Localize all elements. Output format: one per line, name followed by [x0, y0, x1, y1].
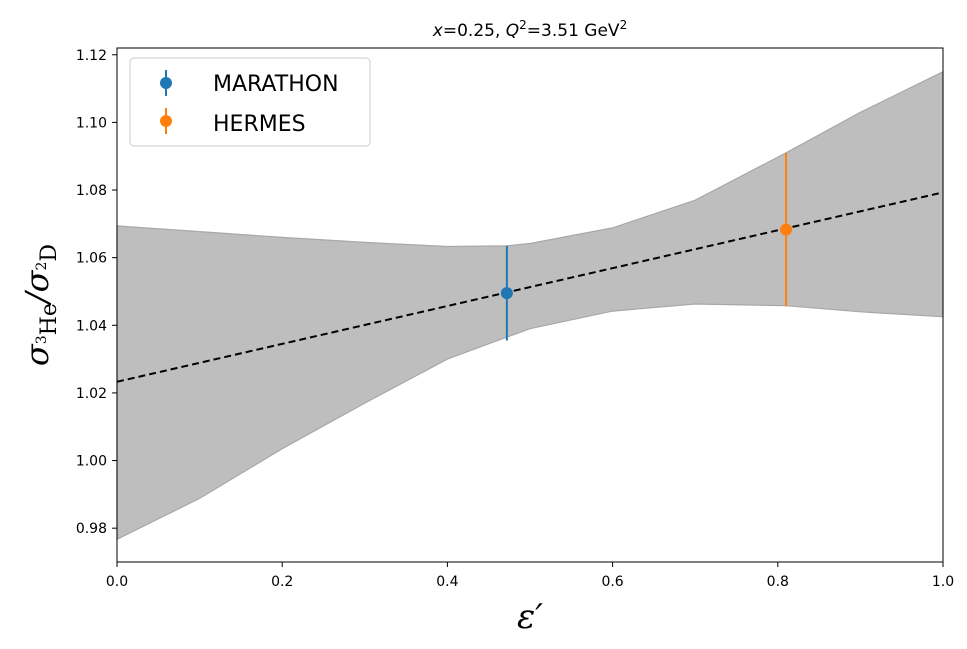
y-label-sup1: 3	[34, 335, 50, 344]
legend: MARATHON HERMES	[129, 57, 371, 147]
legend-entry-marathon: MARATHON	[160, 70, 339, 97]
y-tick-label: 1.04	[76, 318, 107, 334]
y-label-slash-sigma: /σ	[18, 269, 56, 306]
legend-label-hermes: HERMES	[213, 112, 306, 137]
y-label-sub1: He	[37, 303, 62, 335]
fit-line	[116, 191, 944, 383]
plot-frame	[116, 47, 944, 563]
legend-label-marathon: MARATHON	[213, 72, 339, 97]
title-q-var: Q	[506, 21, 519, 41]
x-axis-label: ε′	[517, 597, 543, 637]
title-unit-sup: 2	[620, 18, 628, 32]
y-tick-label: 1.06	[76, 251, 107, 267]
x-tick-label: 0.0	[106, 574, 128, 590]
title-x-eq: =0.25,	[443, 21, 506, 41]
x-axis-ticks: 0.0 0.2 0.4 0.6 0.8 1.0	[106, 562, 954, 590]
y-label-sigma: σ	[18, 343, 56, 366]
x-tick-label: 0.2	[271, 574, 293, 590]
y-label-sub2: D	[37, 244, 62, 262]
y-axis-ticks: 0.98 1.00 1.02 1.04 1.06 1.08 1.10 1.12	[76, 48, 117, 537]
y-tick-label: 1.12	[76, 48, 107, 64]
y-axis-label: σ3He/σ2D	[18, 244, 62, 366]
y-label-sup2: 2	[34, 262, 50, 271]
title-x-var: x	[432, 21, 444, 41]
legend-marker-hermes	[160, 115, 172, 127]
x-tick-label: 0.4	[436, 574, 458, 590]
title-q-eq: =3.51 GeV	[527, 21, 620, 41]
legend-marker-marathon	[160, 77, 172, 89]
data-points-layer	[500, 152, 793, 341]
title-q-sup: 2	[519, 18, 527, 32]
chart-title: x=0.25, Q2=3.51 GeV2	[432, 18, 627, 41]
y-tick-label: 0.98	[76, 521, 107, 537]
fit-line-layer	[116, 191, 944, 383]
x-tick-label: 0.6	[601, 574, 623, 590]
point-hermes	[780, 223, 793, 236]
x-tick-label: 1.0	[932, 574, 954, 590]
y-tick-label: 1.02	[76, 386, 107, 402]
y-tick-label: 1.10	[76, 115, 107, 131]
x-tick-label: 0.8	[767, 574, 789, 590]
point-marathon	[500, 287, 513, 300]
y-tick-label: 1.00	[76, 454, 107, 470]
y-tick-label: 1.08	[76, 183, 107, 199]
legend-entry-hermes: HERMES	[160, 108, 306, 137]
legend-box	[129, 57, 371, 147]
